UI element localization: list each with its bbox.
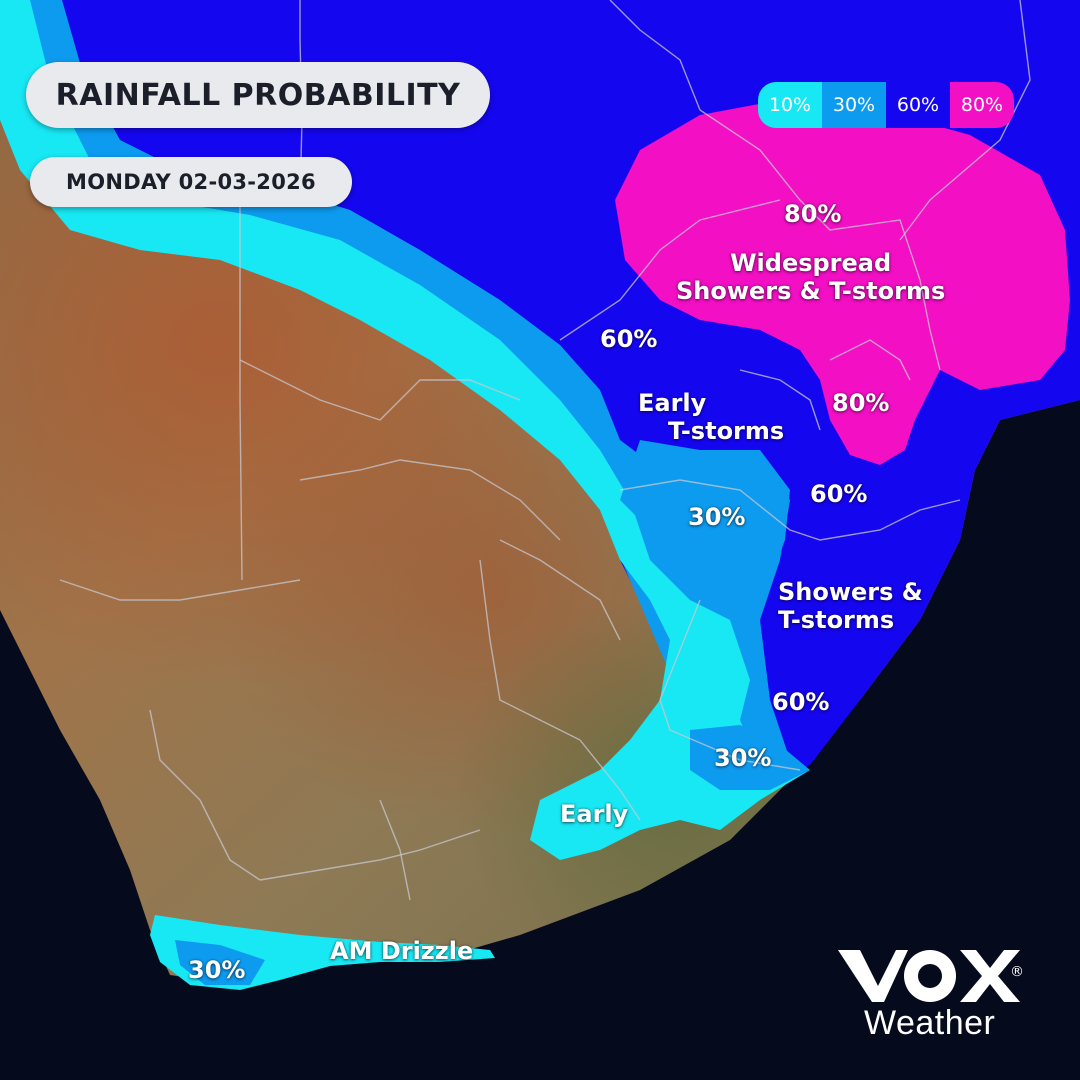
zone-30-cape xyxy=(175,940,265,985)
zone-30-middle xyxy=(620,440,790,590)
label-widespread: Widespread Showers & T-storms xyxy=(676,249,945,306)
label-showers-line1: Showers & xyxy=(778,578,923,606)
map-title-box: RAINFALL PROBABILITY xyxy=(26,62,490,128)
label-early-tstorms-line2: T-storms xyxy=(668,417,785,446)
legend-item-10: 10% xyxy=(758,82,822,128)
legend-item-60: 60% xyxy=(886,82,950,128)
country-borders xyxy=(59,0,1031,901)
zone-30-south xyxy=(690,725,810,790)
label-showers: Showers & T-storms xyxy=(778,578,923,635)
legend-label-10: 10% xyxy=(768,94,812,116)
label-80-north: 80% xyxy=(784,200,842,228)
label-early-tstorms: Early T-storms xyxy=(638,389,784,446)
label-early-tstorms-line1: Early xyxy=(638,389,707,417)
legend-item-30: 30% xyxy=(822,82,886,128)
map-date-box: MONDAY 02-03-2026 xyxy=(30,157,352,207)
probability-legend: 10% 30% 60% 80% xyxy=(758,82,1014,128)
label-widespread-line2: Showers & T-storms xyxy=(676,277,946,306)
label-60-west: 60% xyxy=(600,325,658,353)
zone-80 xyxy=(615,100,1070,465)
label-80-east: 80% xyxy=(832,389,890,417)
legend-label-60: 60% xyxy=(896,94,940,116)
label-30-mid: 30% xyxy=(688,503,746,531)
legend-label-80: 80% xyxy=(960,94,1004,116)
label-early: Early xyxy=(560,800,629,828)
map-title: RAINFALL PROBABILITY xyxy=(55,77,461,113)
label-widespread-line1: Widespread xyxy=(730,249,892,277)
label-60-mid: 60% xyxy=(810,480,868,508)
label-30-south: 30% xyxy=(714,744,772,772)
legend-label-30: 30% xyxy=(832,94,876,116)
legend-item-80: 80% xyxy=(950,82,1014,128)
label-am-drizzle: AM Drizzle xyxy=(330,937,474,965)
label-30-cape: 30% xyxy=(188,956,246,984)
logo-registered-mark: ® xyxy=(1010,964,1024,980)
label-showers-line2: T-storms xyxy=(778,606,895,635)
map-date: MONDAY 02-03-2026 xyxy=(66,170,316,194)
label-60-south: 60% xyxy=(772,688,830,716)
logo-weather-text: Weather xyxy=(864,1004,996,1042)
vox-logo-mark xyxy=(838,950,1020,1002)
zone-10-arc xyxy=(0,0,810,860)
